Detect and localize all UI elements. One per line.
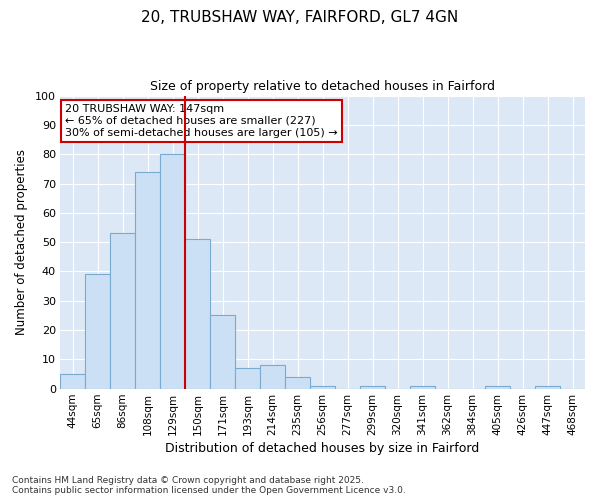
Text: 20 TRUBSHAW WAY: 147sqm
← 65% of detached houses are smaller (227)
30% of semi-d: 20 TRUBSHAW WAY: 147sqm ← 65% of detache… bbox=[65, 104, 338, 138]
Title: Size of property relative to detached houses in Fairford: Size of property relative to detached ho… bbox=[150, 80, 495, 93]
Bar bbox=[185, 239, 210, 389]
Bar bbox=[285, 377, 310, 389]
Bar bbox=[260, 366, 285, 389]
Text: 20, TRUBSHAW WAY, FAIRFORD, GL7 4GN: 20, TRUBSHAW WAY, FAIRFORD, GL7 4GN bbox=[142, 10, 458, 25]
Bar bbox=[85, 274, 110, 389]
Bar bbox=[360, 386, 385, 389]
Bar bbox=[60, 374, 85, 389]
Bar bbox=[160, 154, 185, 389]
Text: Contains HM Land Registry data © Crown copyright and database right 2025.
Contai: Contains HM Land Registry data © Crown c… bbox=[12, 476, 406, 495]
Bar bbox=[110, 234, 135, 389]
Bar bbox=[310, 386, 335, 389]
Bar bbox=[235, 368, 260, 389]
Bar bbox=[135, 172, 160, 389]
Bar bbox=[485, 386, 510, 389]
Bar bbox=[410, 386, 435, 389]
Y-axis label: Number of detached properties: Number of detached properties bbox=[15, 149, 28, 335]
X-axis label: Distribution of detached houses by size in Fairford: Distribution of detached houses by size … bbox=[166, 442, 479, 455]
Bar bbox=[535, 386, 560, 389]
Bar bbox=[210, 316, 235, 389]
